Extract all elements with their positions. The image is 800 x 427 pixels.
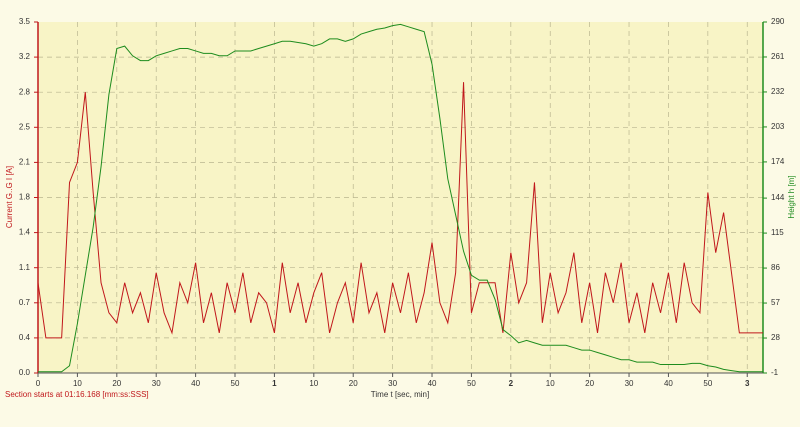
- x-tick-label: 50: [467, 379, 476, 388]
- y2-tick-label: 115: [771, 228, 784, 237]
- y2-tick-label: -1: [771, 368, 779, 377]
- y-tick-label: 0.0: [19, 368, 31, 377]
- x-tick-label: 50: [231, 379, 240, 388]
- series-line: [37, 82, 763, 339]
- x-tick-label: 30: [152, 379, 161, 388]
- y-tick-label: 3.2: [19, 52, 31, 61]
- x-tick-label: 30: [388, 379, 397, 388]
- y-tick-label: 1.1: [19, 263, 31, 272]
- y-axis-title: Current G..G I [A]: [5, 166, 14, 228]
- y2-axis-title: Height h [m]: [787, 175, 796, 218]
- x-tick-label: 10: [73, 379, 82, 388]
- x-axis-title: Time t [sec, min]: [371, 390, 429, 399]
- y-tick-label: 2.5: [19, 122, 31, 131]
- y2-tick-label: 261: [771, 52, 785, 61]
- y-tick-label: 3.5: [19, 17, 31, 26]
- x-tick-label: 40: [664, 379, 673, 388]
- y-tick-label: 2.8: [19, 87, 31, 96]
- y2-tick-label: 86: [771, 263, 780, 272]
- y-tick-label: 1.4: [19, 228, 31, 237]
- x-tick-label: 50: [703, 379, 712, 388]
- x-tick-label: 30: [625, 379, 634, 388]
- x-tick-label: 20: [585, 379, 594, 388]
- y2-tick-label: 290: [771, 17, 785, 26]
- series-line: [38, 23, 763, 373]
- x-tick-label: 10: [309, 379, 318, 388]
- y2-tick-label: 203: [771, 122, 785, 131]
- y-tick-label: 0.7: [19, 298, 31, 307]
- y2-tick-label: 28: [771, 333, 780, 342]
- y-tick-label: 1.8: [19, 193, 31, 202]
- x-tick-label: 3: [745, 379, 750, 388]
- x-tick-label: 40: [428, 379, 437, 388]
- y2-tick-label: 144: [771, 193, 785, 202]
- x-tick-label: 0: [36, 379, 41, 388]
- y2-tick-label: 232: [771, 87, 785, 96]
- y2-tick-label: 57: [771, 298, 780, 307]
- y-tick-label: 0.4: [19, 333, 31, 342]
- y2-tick-label: 174: [771, 157, 785, 166]
- x-tick-label: 20: [112, 379, 121, 388]
- x-tick-label: 10: [546, 379, 555, 388]
- footer: Section starts at 01:16.168 [mm:ss:SSS]: [5, 390, 149, 399]
- x-tick-label: 2: [509, 379, 514, 388]
- y-tick-label: 2.1: [19, 158, 31, 167]
- x-tick-label: 40: [191, 379, 200, 388]
- x-tick-label: 20: [349, 379, 358, 388]
- x-tick-label: 1: [272, 379, 277, 388]
